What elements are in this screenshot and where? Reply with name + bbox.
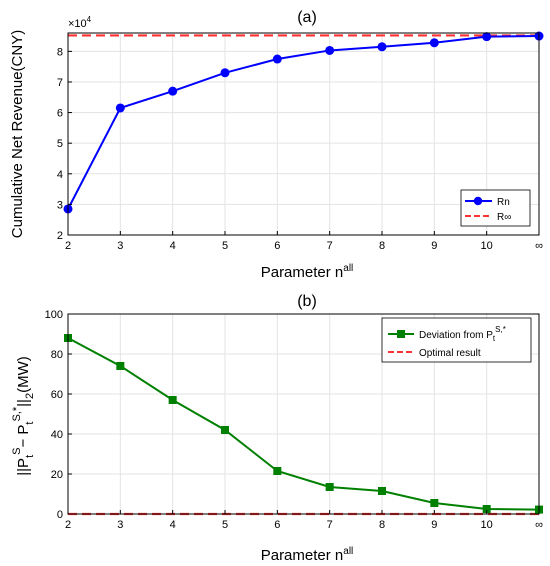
- legend-marker-deviation: [397, 330, 405, 338]
- panel-a-plot-area: [68, 33, 539, 235]
- legend-label-rn: Rn: [497, 197, 510, 208]
- a-xtick-label-5: 7: [327, 240, 333, 252]
- b-point-0-7: [430, 499, 439, 507]
- panel-b: 2 3 4 5 6 7 8 9 10 ∞ 0 20 40 60 80 100 (b) ||PtS− PtS,…: [11, 293, 543, 564]
- a-ytick-label-1: 3: [57, 199, 63, 211]
- panel-a-y-ticks: 2 3 4 5 6 7 8: [57, 46, 72, 242]
- a-xtick-label-1: 3: [117, 240, 123, 252]
- b-point-0-6: [378, 487, 386, 495]
- a-point-0-2: [168, 86, 178, 96]
- panel-b-y-ticks: 0 20 40 60 80 100: [45, 309, 72, 521]
- panel-b-x-ticks: 2 3 4 5 6 7 8 9 10 ∞: [65, 510, 543, 531]
- b-point-0-2: [168, 396, 177, 404]
- a-point-0-5: [325, 45, 335, 55]
- b-point-0-4: [273, 467, 282, 475]
- a-ytick-label-0: 2: [57, 230, 63, 242]
- panel-a-multiplier-exponent: 4: [87, 15, 92, 24]
- panel-b-y-axis-label: ||PtS− PtS,*||2(MW): [11, 356, 36, 475]
- b-point-0-8: [482, 505, 491, 513]
- panel-a-y-multiplier: ×104: [68, 15, 92, 30]
- b-xtick-label-8: 10: [481, 519, 493, 531]
- b-point-0-5: [325, 483, 334, 491]
- panel-a-legend: Rn R∞: [460, 189, 531, 227]
- a-xtick-label-7: 9: [431, 240, 437, 252]
- b-ytick-label-3: 60: [51, 389, 63, 401]
- a-xtick-label-0: 2: [65, 240, 71, 252]
- b-ytick-label-5: 100: [45, 309, 63, 321]
- panel-b-x-axis-label: Parameter nall: [261, 546, 354, 564]
- a-xtick-label-6: 8: [379, 240, 385, 252]
- panel-b-legend: Deviation from PtS,* Optimal result: [381, 317, 532, 363]
- legend-entry-optimal: Optimal result: [388, 348, 481, 359]
- panel-b-axes-box: [67, 313, 540, 515]
- legend-label-r-infinity: R∞: [497, 212, 511, 223]
- b-ytick-label-0: 0: [57, 509, 63, 521]
- a-xtick-label-9: ∞: [535, 240, 543, 252]
- panel-a-series: [63, 31, 544, 214]
- a-point-0-3: [220, 68, 230, 78]
- panel-a-x-axis-label: Parameter nall: [261, 263, 354, 281]
- a-point-0-6: [377, 42, 387, 52]
- a-series-line-0: [67, 35, 540, 210]
- panel-a-x-axis-label-sup: all: [343, 263, 353, 274]
- legend-label-deviation: Deviation from PtS,*: [419, 325, 506, 343]
- panel-b-title: (b): [297, 293, 317, 310]
- b-xtick-label-4: 6: [274, 519, 280, 531]
- panel-a-x-axis-label-main: Parameter n: [261, 264, 344, 281]
- b-xtick-label-1: 3: [117, 519, 123, 531]
- b-xtick-label-2: 4: [170, 519, 176, 531]
- panel-b-x-axis-label-sup: all: [343, 546, 353, 557]
- a-xtick-label-4: 6: [274, 240, 280, 252]
- a-point-0-7: [429, 38, 439, 48]
- a-xtick-label-8: 10: [481, 240, 493, 252]
- legend-entry-rn: Rn: [465, 196, 510, 208]
- b-xtick-label-7: 9: [431, 519, 437, 531]
- legend-label-optimal: Optimal result: [419, 348, 481, 359]
- a-ytick-label-6: 8: [57, 46, 63, 58]
- panel-a-x-ticks: 2 3 4 5 6 7 8 9 10 ∞: [65, 231, 543, 252]
- b-ytick-label-1: 20: [51, 469, 63, 481]
- legend-marker-rn: [473, 196, 483, 206]
- b-point-0-3: [221, 426, 229, 434]
- panel-b-legend-box: [381, 317, 532, 363]
- a-ytick-label-2: 4: [57, 169, 63, 181]
- a-ytick-label-4: 6: [57, 108, 63, 120]
- b-xtick-label-3: 5: [222, 519, 228, 531]
- a-point-0-1: [115, 103, 125, 113]
- a-point-0-8: [482, 32, 492, 42]
- a-point-0-4: [272, 54, 282, 64]
- panel-a-legend-box: [460, 189, 531, 227]
- b-point-0-1: [116, 362, 125, 370]
- b-xtick-label-5: 7: [327, 519, 333, 531]
- panel-a-axes-box: [67, 32, 540, 236]
- a-ytick-label-5: 7: [57, 77, 63, 89]
- b-ytick-label-2: 40: [51, 429, 63, 441]
- a-xtick-label-3: 5: [222, 240, 228, 252]
- legend-entry-deviation: Deviation from PtS,*: [388, 325, 506, 343]
- panel-b-x-axis-label-main: Parameter n: [261, 547, 344, 564]
- panel-a-title: (a): [297, 9, 317, 26]
- a-ytick-label-3: 5: [57, 138, 63, 150]
- panel-a-y-axis-label: Cumulative Net Revenue(CNY): [9, 30, 26, 238]
- legend-entry-r-infinity: R∞: [465, 212, 511, 223]
- b-xtick-label-0: 2: [65, 519, 71, 531]
- b-xtick-label-9: ∞: [535, 519, 543, 531]
- b-ytick-label-4: 80: [51, 349, 63, 361]
- a-xtick-label-2: 4: [170, 240, 176, 252]
- b-xtick-label-6: 8: [379, 519, 385, 531]
- panel-a-multiplier-base: ×10: [68, 18, 87, 30]
- b-series-line-0: [67, 337, 540, 511]
